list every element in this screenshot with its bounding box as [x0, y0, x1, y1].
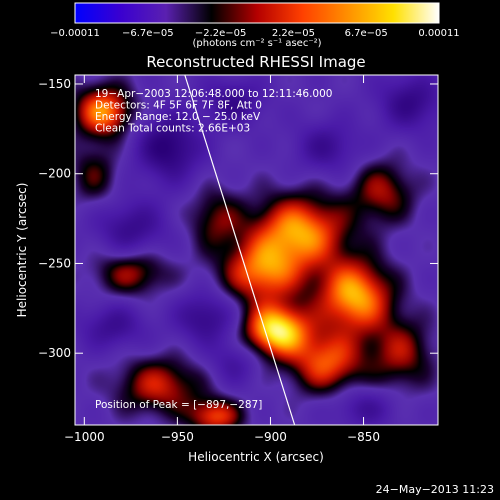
x-tick-label: −950 [161, 430, 194, 444]
y-tick-label: −200 [38, 167, 71, 181]
heatmap-canvas [75, 75, 438, 425]
annotation-line: 19−Apr−2003 12:06:48.000 to 12:11:46.000 [95, 88, 332, 100]
annotation-block: 19−Apr−2003 12:06:48.000 to 12:11:46.000… [95, 88, 332, 135]
annotation-line: Energy Range: 12.0 − 25.0 keV [95, 111, 261, 123]
x-axis-label: Heliocentric X (arcsec) [188, 450, 324, 464]
y-axis: −150 −200 −250 −300 [38, 77, 438, 360]
x-tick-label: −900 [254, 430, 287, 444]
timestamp: 24−May−2013 11:23 [375, 483, 494, 496]
colorbar-tick-label: −6.7e−05 [122, 28, 174, 39]
x-axis: −1000 −950 −900 −850 [64, 75, 380, 444]
annotation-line: Detectors: 4F 5F 6F 7F 8F, Att 0 [95, 100, 262, 112]
chart-title: Reconstructed RHESSI Image [146, 53, 365, 71]
y-tick-label: −300 [38, 346, 71, 360]
y-tick-label: −250 [38, 256, 71, 270]
plot-area [74, 74, 439, 426]
colorbar-tick-label: 6.7e−05 [345, 28, 388, 39]
x-tick-label: −1000 [64, 430, 105, 444]
colorbar-tick-label: 2.2e−05 [272, 28, 315, 39]
colorbar-tick-label: −2.2e−05 [195, 28, 247, 39]
colorbar-tick-label: 0.00011 [418, 28, 459, 39]
peak-position-label: Position of Peak = [−897,−287] [95, 399, 262, 411]
colorbar-unit-label: (photons cm⁻² s⁻¹ asec⁻²) [192, 38, 321, 49]
colorbar-tick-label: −0.00011 [50, 28, 100, 39]
limb-line [184, 74, 296, 426]
colorbar: −0.00011 −6.7e−05 −2.2e−05 2.2e−05 6.7e−05 0.… [50, 2, 460, 49]
x-tick-label: −850 [347, 430, 380, 444]
annotation-line: Clean Total counts: 2.66E+03 [95, 123, 250, 135]
y-axis-label: Heliocentric Y (arcsec) [15, 183, 29, 318]
plot-frame [74, 74, 439, 426]
y-tick-label: −150 [38, 77, 71, 91]
colorbar-ticks: −0.00011 −6.7e−05 −2.2e−05 2.2e−05 6.7e−05 0.… [50, 28, 460, 39]
